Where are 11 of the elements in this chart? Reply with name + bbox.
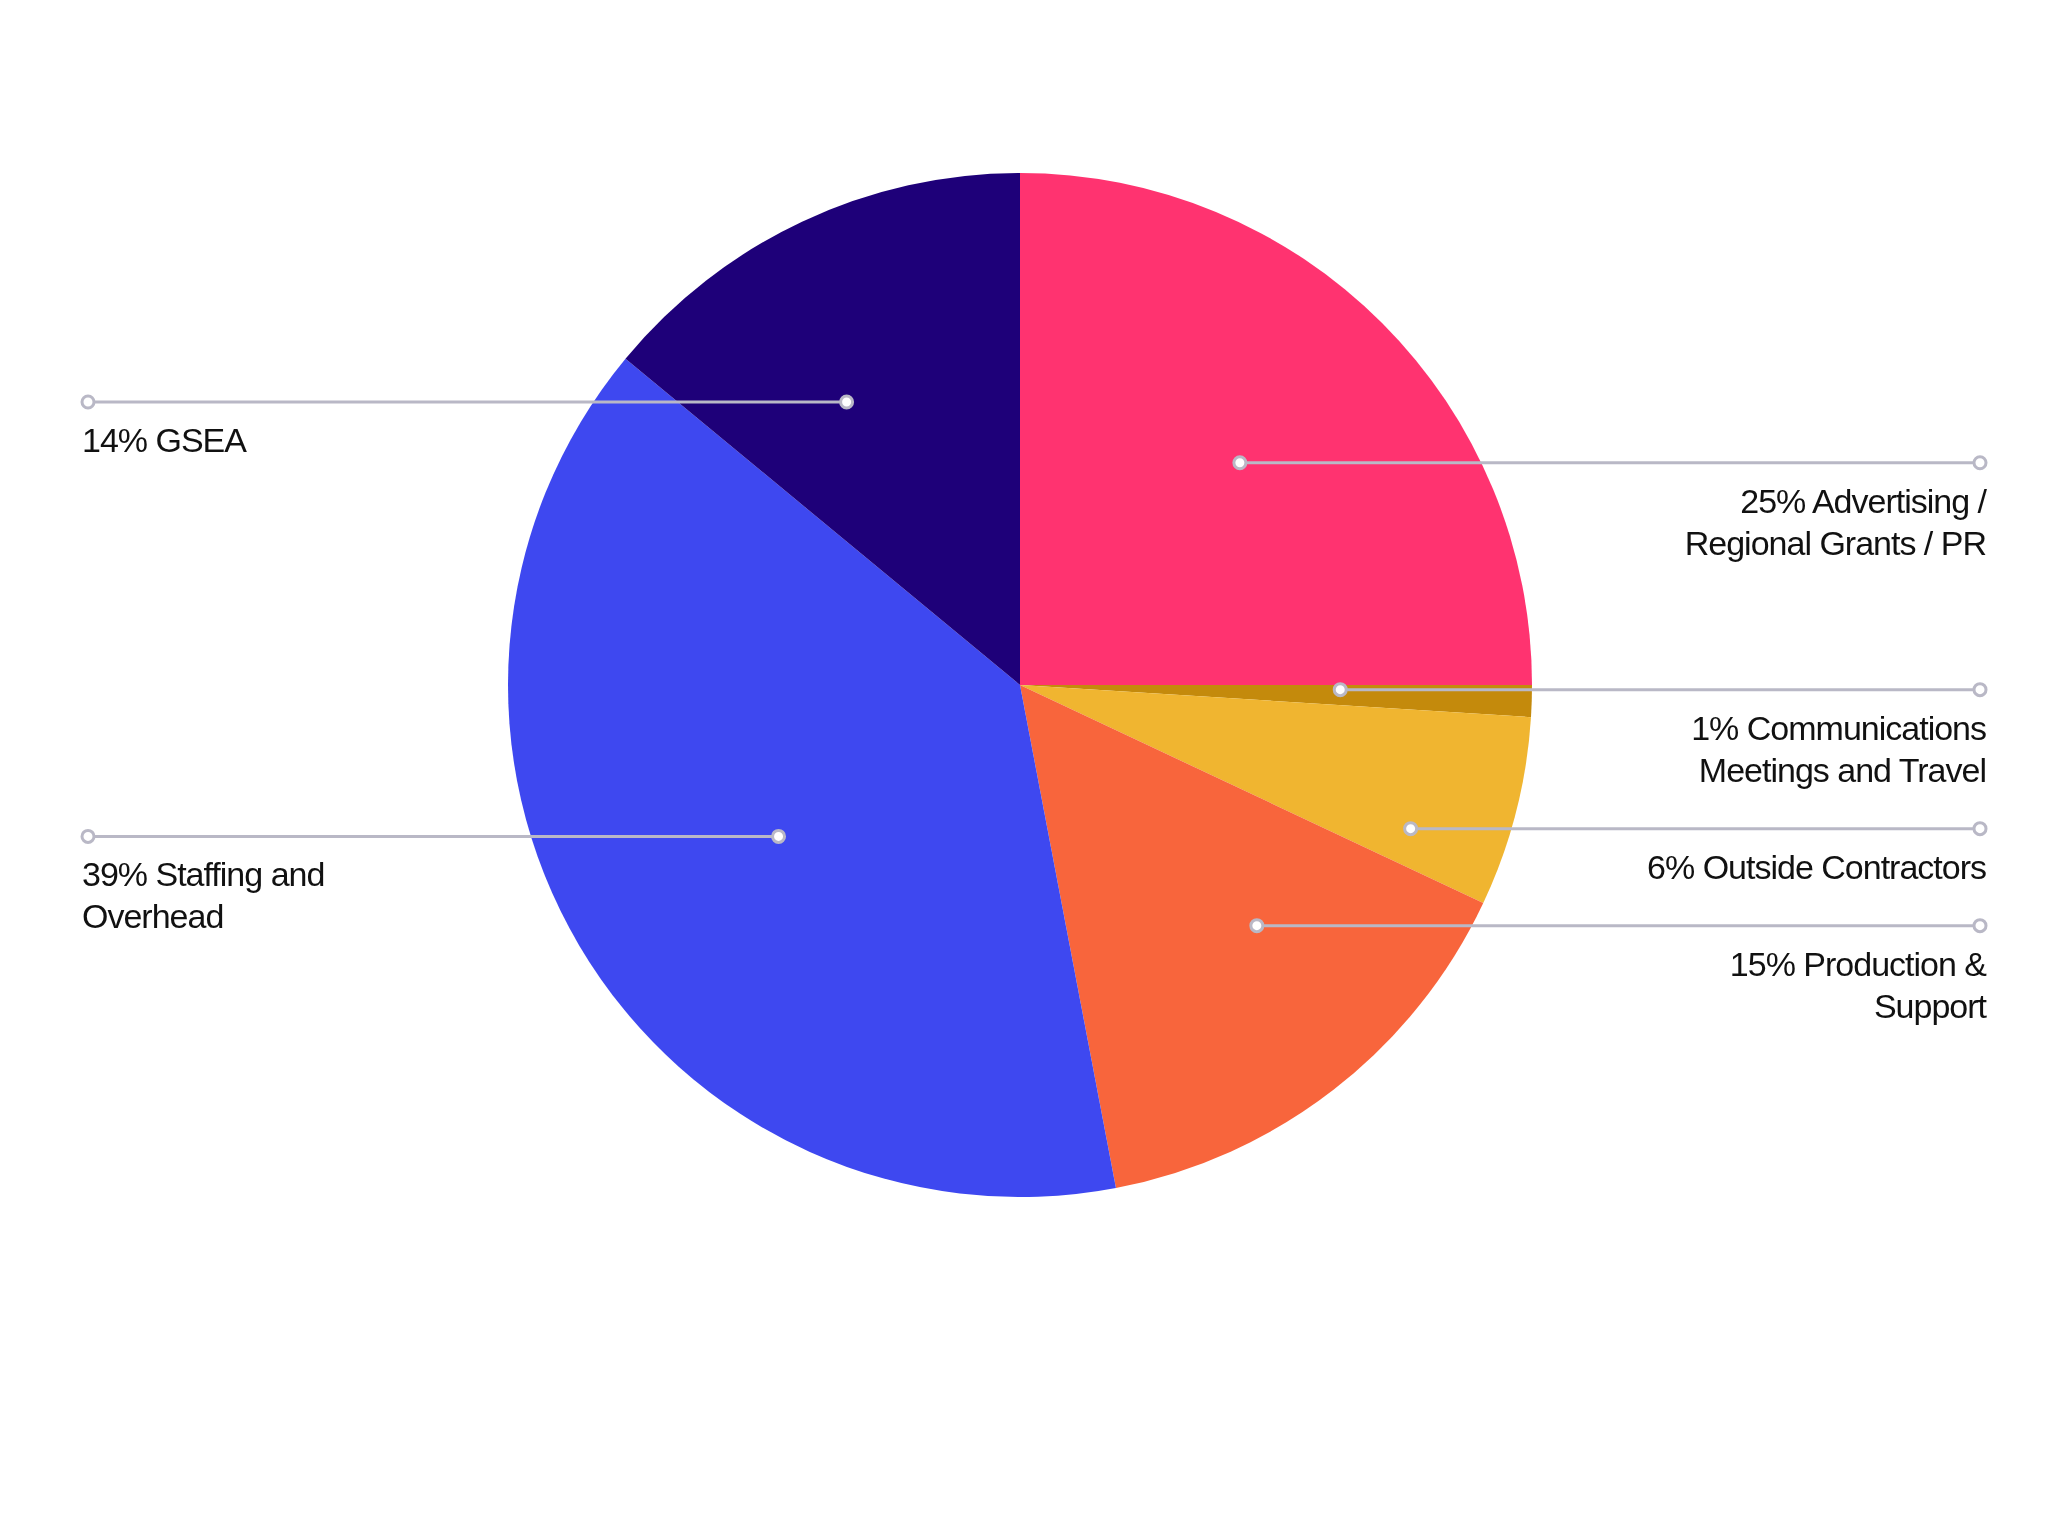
slice-label: 6% Outside Contractors [1647, 847, 1986, 886]
slice-label: 15% Production & Support [1729, 944, 1988, 1025]
pie-slice [508, 358, 1116, 1197]
slice-label: 1% Communications Meetings and Travel [1691, 708, 1986, 789]
pie-slice [1020, 685, 1484, 1188]
pie-slice [625, 173, 1020, 685]
pie-slice [1020, 685, 1531, 903]
slice-label: 39% Staffing and Overhead [82, 855, 325, 936]
pie-slice [1020, 173, 1532, 685]
slice-label: 14% GSEA [82, 421, 248, 460]
slice-label: 25% Advertising / Regional Grants / PR [1684, 481, 1988, 562]
